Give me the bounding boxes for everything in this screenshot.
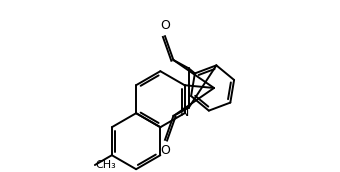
Text: O: O bbox=[160, 19, 170, 32]
Text: N: N bbox=[180, 106, 189, 119]
Text: O: O bbox=[160, 144, 170, 157]
Text: CH₃: CH₃ bbox=[95, 160, 116, 170]
